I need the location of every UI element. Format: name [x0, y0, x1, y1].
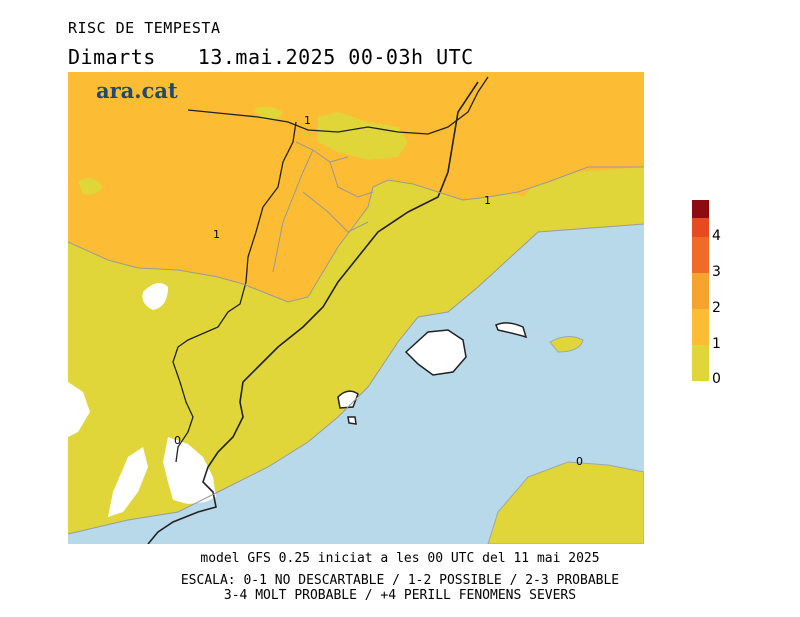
legend-segment-2 [692, 273, 709, 309]
island-ibiza [337, 390, 359, 409]
island-mallorca [404, 329, 467, 376]
storm-risk-map: 1 1 1 0 0 [68, 72, 644, 544]
legend-segment-1 [692, 309, 709, 345]
scale-caption-2: 3-4 MOLT PROBABLE / +4 PERILL FENOMENS S… [223, 588, 577, 603]
contour-label: 1 [304, 114, 311, 127]
admin-lines [272, 141, 374, 273]
legend-tick: 1 [712, 336, 721, 352]
white-zone-south [163, 437, 216, 504]
legend-segment-5 [692, 200, 709, 218]
ara-cat-logo: ara.cat [96, 78, 178, 103]
model-caption: model GFS 0.25 iniciat a les 00 UTC del … [200, 551, 600, 566]
contour-label: 0 [174, 434, 181, 447]
scale-caption-1: ESCALA: 0-1 NO DESCARTABLE / 1-2 POSSIBL… [180, 573, 620, 588]
legend-segment-0 [692, 345, 709, 381]
island-formentera [347, 416, 357, 425]
legend-tick: 0 [712, 371, 721, 387]
coastline [147, 81, 479, 544]
contour-label: 1 [213, 228, 220, 241]
risk-legend-colorbar [692, 200, 709, 381]
contour-0 [68, 223, 644, 535]
contour-label: 0 [576, 455, 583, 468]
white-zone-left [68, 382, 90, 437]
sea-area [68, 224, 644, 544]
chart-title: RISC DE TEMPESTA [68, 19, 221, 37]
white-zone-west [142, 283, 168, 310]
sea-patch-south [487, 461, 644, 544]
legend-segment-4 [692, 218, 709, 237]
day-label: Dimarts [68, 45, 156, 69]
low-risk-patch-3 [78, 178, 103, 195]
legend-segment-3 [692, 237, 709, 273]
sea-patch-east [549, 336, 584, 353]
contour-label: 1 [484, 194, 491, 207]
chart-datetime: Dimarts 13.mai.2025 00-03h UTC [68, 45, 474, 69]
legend-tick: 3 [712, 264, 721, 280]
contour-1 [68, 166, 644, 303]
legend-tick: 4 [712, 228, 721, 244]
island-menorca [495, 322, 528, 339]
border-line-2 [172, 121, 297, 463]
border-line [187, 76, 489, 135]
white-zone-lower-left [108, 447, 148, 517]
low-risk-patch [318, 112, 408, 160]
legend-tick: 2 [712, 300, 721, 316]
datetime-label: 13.mai.2025 00-03h UTC [197, 45, 474, 69]
